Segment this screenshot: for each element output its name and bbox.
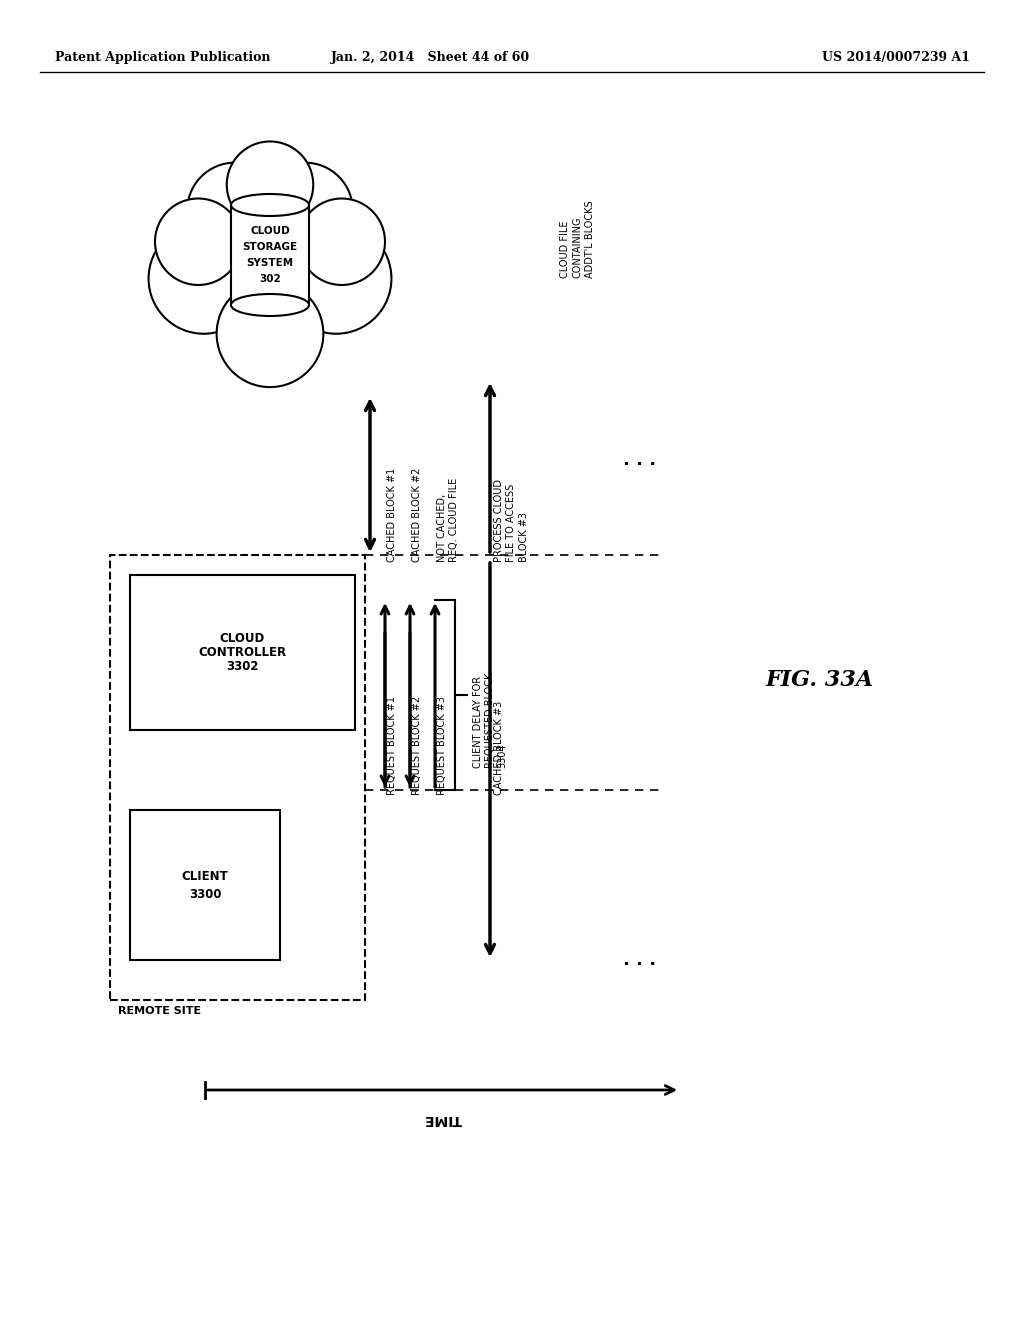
Text: SYSTEM: SYSTEM: [247, 257, 294, 268]
Text: 3302: 3302: [226, 660, 259, 673]
Circle shape: [155, 198, 242, 285]
FancyBboxPatch shape: [130, 810, 280, 960]
Text: CACHED BLOCK #1: CACHED BLOCK #1: [387, 467, 397, 562]
Text: CLIENT: CLIENT: [181, 870, 228, 883]
Text: CACHED BLOCK #3: CACHED BLOCK #3: [494, 701, 504, 795]
Circle shape: [187, 162, 283, 259]
Ellipse shape: [231, 194, 309, 216]
Text: CACHED BLOCK #2: CACHED BLOCK #2: [412, 467, 422, 562]
Circle shape: [217, 280, 324, 387]
Text: CLOUD FILE
CONTAINING
ADDT'L BLOCKS: CLOUD FILE CONTAINING ADDT'L BLOCKS: [560, 201, 595, 277]
Text: CLIENT DELAY FOR
REQUESTED BLOCK
3304: CLIENT DELAY FOR REQUESTED BLOCK 3304: [473, 672, 508, 768]
FancyBboxPatch shape: [130, 576, 355, 730]
Circle shape: [226, 141, 313, 228]
Text: Jan. 2, 2014   Sheet 44 of 60: Jan. 2, 2014 Sheet 44 of 60: [331, 51, 529, 65]
Text: REQUEST BLOCK #1: REQUEST BLOCK #1: [387, 696, 397, 795]
Text: NOT CACHED,: NOT CACHED,: [437, 494, 447, 562]
Circle shape: [257, 162, 353, 259]
Text: Patent Application Publication: Patent Application Publication: [55, 51, 270, 65]
Circle shape: [299, 198, 385, 285]
FancyBboxPatch shape: [110, 554, 365, 1001]
Text: PROCESS CLOUD
FILE TO ACCESS
BLOCK #3: PROCESS CLOUD FILE TO ACCESS BLOCK #3: [494, 479, 528, 562]
Text: 302: 302: [259, 275, 281, 284]
Text: FIG. 33A: FIG. 33A: [766, 669, 874, 690]
Text: TIME: TIME: [424, 1111, 462, 1126]
Circle shape: [195, 191, 345, 343]
Text: REQUEST BLOCK #3: REQUEST BLOCK #3: [437, 696, 447, 795]
Text: US 2014/0007239 A1: US 2014/0007239 A1: [822, 51, 970, 65]
Text: 3300: 3300: [188, 887, 221, 900]
Text: CLOUD: CLOUD: [250, 226, 290, 236]
Text: STORAGE: STORAGE: [243, 242, 298, 252]
Text: . . .: . . .: [624, 950, 656, 969]
FancyBboxPatch shape: [231, 205, 309, 305]
Text: CONTROLLER: CONTROLLER: [199, 645, 287, 659]
Ellipse shape: [231, 294, 309, 315]
Text: CLOUD: CLOUD: [220, 632, 265, 645]
Circle shape: [148, 223, 259, 334]
Text: REQUEST BLOCK #2: REQUEST BLOCK #2: [412, 696, 422, 795]
Text: . . .: . . .: [624, 451, 656, 469]
Text: REMOTE SITE: REMOTE SITE: [118, 1006, 201, 1016]
Circle shape: [281, 223, 391, 334]
Text: REQ. CLOUD FILE: REQ. CLOUD FILE: [449, 478, 459, 562]
